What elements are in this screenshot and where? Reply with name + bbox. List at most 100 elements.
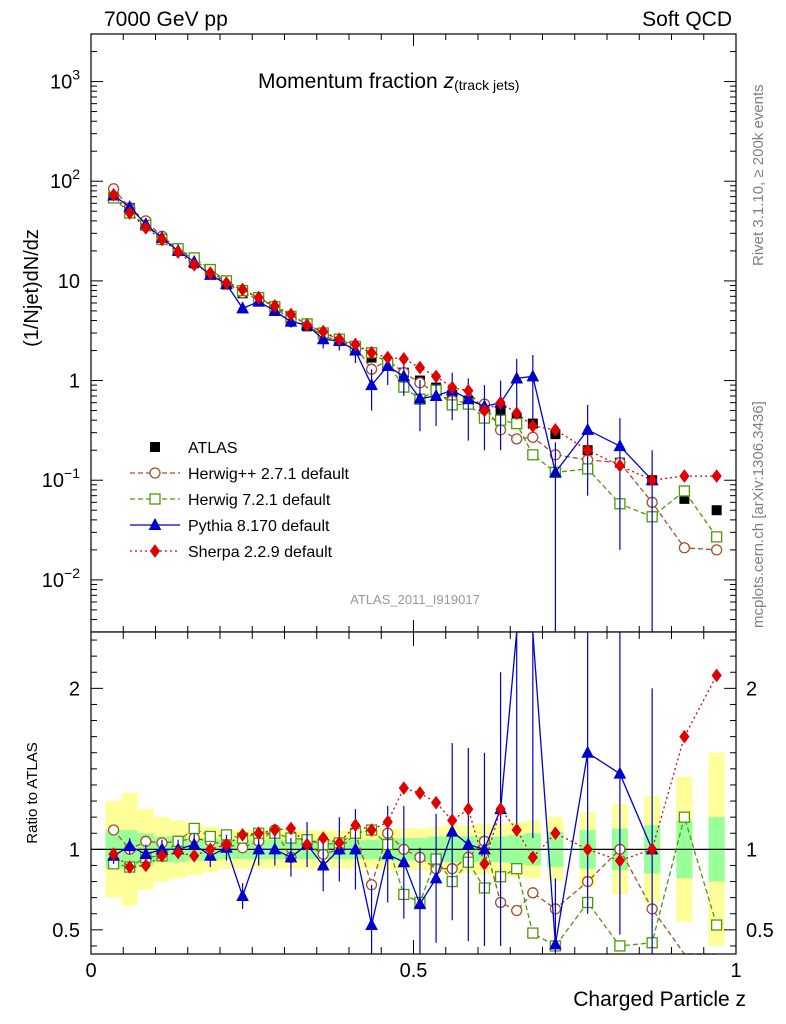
ratio-y-tick-label-right: 1 [746, 839, 757, 861]
data-point [429, 388, 443, 401]
data-point [582, 443, 593, 458]
data-point [711, 505, 722, 516]
ratio-point [447, 813, 458, 828]
ratio-point [678, 811, 691, 823]
ratio-axis-ticks: 0.5 0.51 12 20 0.5 1 [52, 632, 774, 982]
data-point [398, 352, 409, 366]
data-point [527, 419, 538, 433]
data-point [527, 431, 539, 443]
data-point [236, 301, 249, 314]
data-point [381, 358, 395, 371]
y-tick-label: 10−1 [42, 465, 80, 492]
ratio-point [614, 940, 626, 952]
y-tick-label: 10 [58, 271, 80, 293]
data-point [647, 473, 658, 488]
ratio-y-tick-label-right: 0.5 [746, 920, 774, 942]
legend-label: Pythia 8.170 default [188, 518, 330, 535]
ratio-point [711, 668, 722, 683]
legend-marker [149, 544, 161, 558]
x-tick-label: 1 [730, 960, 741, 982]
ratio-data-layer [107, 631, 723, 955]
data-point [479, 403, 490, 418]
ratio-point [527, 927, 539, 939]
ratio-point [172, 845, 184, 860]
ratio-point [582, 842, 593, 857]
main-title: Momentum fraction z(track jets) [258, 70, 519, 93]
data-point [495, 395, 506, 410]
ratio-point [252, 842, 266, 855]
ratio-point [549, 937, 562, 950]
ratio-point [188, 822, 200, 835]
data-point [413, 391, 427, 404]
ratio-y-tick-label: 1 [69, 839, 80, 861]
data-point [397, 369, 411, 382]
data-point [350, 337, 361, 352]
legend-label: ATLAS [188, 440, 238, 457]
data-point [511, 433, 523, 445]
ratio-point [461, 837, 475, 850]
ratio-point [382, 815, 393, 829]
ratio-point [108, 847, 119, 862]
ratio-point [334, 836, 345, 850]
data-point [678, 542, 691, 554]
data-point [156, 232, 168, 247]
ratio-point [614, 853, 626, 868]
ratio-point [711, 919, 723, 931]
main-title-var: z [443, 70, 455, 93]
data-point [365, 378, 378, 391]
ratio-point [156, 848, 168, 863]
ratio-point [107, 824, 120, 836]
data-point [678, 485, 691, 497]
data-point [140, 221, 151, 235]
mcplots-label: mcplots.cern.ch [arXiv:1306.3436] [750, 401, 767, 628]
main-ylabel: (1/Njet)dN/dz [21, 229, 43, 347]
ratio-point [445, 824, 459, 837]
ratio-point [647, 842, 658, 857]
ratio-point [511, 823, 522, 837]
data-point [463, 383, 474, 398]
legend-marker [150, 442, 160, 452]
data-point [189, 257, 200, 272]
data-point [711, 531, 723, 543]
ratio-point [204, 830, 216, 843]
ratio-point [189, 848, 200, 863]
ratio-point [140, 858, 151, 873]
data-point [526, 369, 540, 382]
data-point [581, 422, 594, 435]
data-point [205, 266, 216, 280]
ratio-y-tick-label-right: 2 [746, 678, 757, 700]
series-4 [108, 188, 722, 488]
rivet-label: Rivet 3.1.10, ≥ 200k events [750, 84, 767, 266]
ratio-series-3 [108, 668, 722, 874]
data-point [269, 299, 280, 313]
ratio-point [581, 745, 594, 758]
data-point [124, 206, 135, 220]
ratio-point [365, 917, 378, 931]
y-tick-label: 102 [50, 166, 80, 193]
ratio-ylabel: Ratio to ATLAS [24, 742, 41, 843]
data-point [510, 371, 524, 384]
legend-label: Herwig++ 2.7.1 default [188, 466, 350, 483]
ratio-point [316, 858, 330, 871]
ratio-point [221, 837, 232, 852]
header-left: 7000 GeV pp [104, 8, 228, 31]
ratio-point [205, 842, 216, 857]
legend: ATLAS Herwig++ 2.7.1 default Herwig 7.2.1 … [130, 440, 350, 561]
data-point [318, 324, 329, 339]
ratio-point [318, 831, 329, 845]
ratio-point [285, 821, 297, 836]
ratio-point [236, 888, 249, 902]
ratio-point [398, 781, 409, 796]
analysis-label: ATLAS_2011_I919017 [350, 592, 480, 607]
data-point [549, 465, 562, 478]
data-point [679, 469, 690, 483]
data-point [301, 318, 313, 332]
data-point [366, 345, 377, 360]
ratio-point [253, 826, 264, 841]
legend-marker [148, 517, 162, 530]
data-point [613, 439, 627, 452]
ratio-point [350, 818, 361, 833]
ratio-point [511, 863, 523, 875]
